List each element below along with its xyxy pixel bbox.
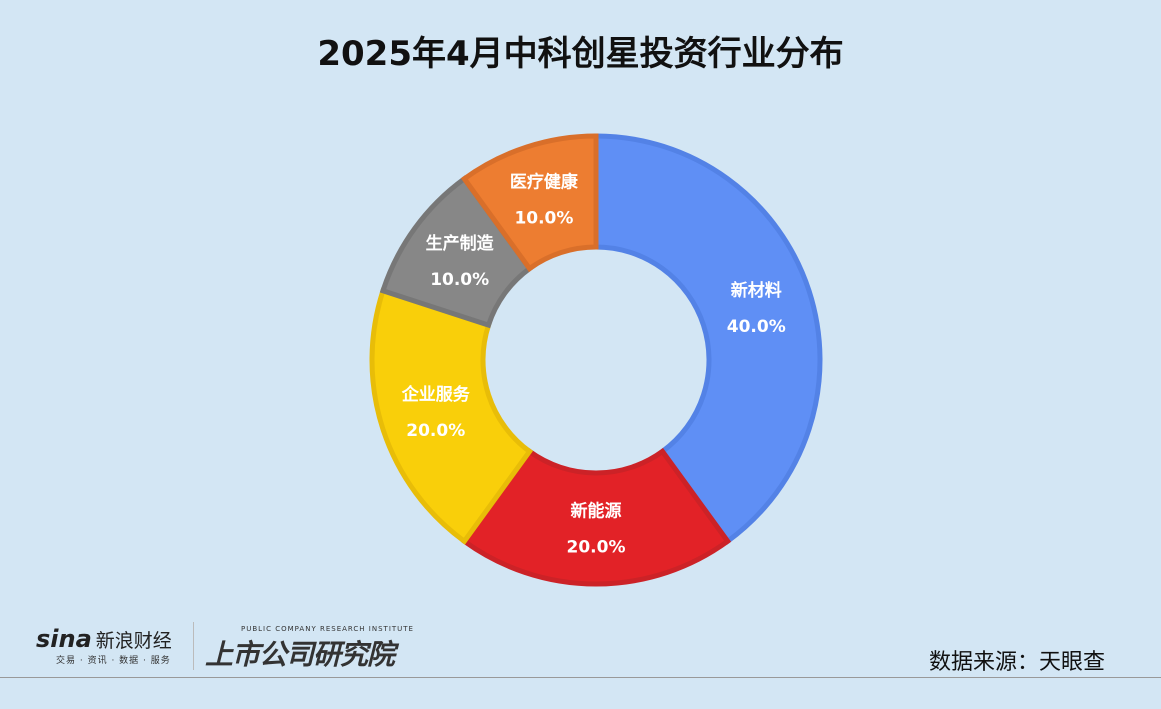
slice-percent-label: 40.0%	[727, 317, 786, 337]
slice-category-label: 企业服务	[401, 384, 471, 405]
slice-percent-label: 10.0%	[514, 209, 573, 229]
institute-logo-cn: 上市公司研究院	[205, 638, 395, 671]
chart-title: 2025年4月中科创星投资行业分布	[317, 34, 844, 74]
sina-finance-logo: sina 新浪财经 交易 · 资讯 · 数据 · 服务	[36, 625, 172, 666]
donut-slice-0	[593, 133, 823, 545]
slice-percent-label: 10.0%	[430, 270, 489, 290]
slice-category-label: 医疗健康	[510, 172, 579, 193]
sina-logo-text: sina	[36, 625, 92, 653]
institute-logo-en: PUBLIC COMPANY RESEARCH INSTITUTE	[241, 625, 414, 633]
slice-category-label: 生产制造	[426, 233, 495, 254]
institute-logo: PUBLIC COMPANY RESEARCH INSTITUTE 上市公司研究…	[205, 625, 414, 673]
sina-logo-cn: 新浪财经	[95, 630, 172, 652]
donut-slice-2	[369, 287, 534, 545]
slice-category-label: 新材料	[731, 280, 782, 301]
logo-divider	[193, 622, 194, 670]
slice-percent-label: 20.0%	[406, 421, 465, 441]
data-source: 数据来源：天眼查	[928, 650, 1105, 675]
sina-logo-sub: 交易 · 资讯 · 数据 · 服务	[56, 656, 171, 666]
donut-slice-1	[460, 447, 732, 587]
slice-percent-label: 20.0%	[567, 538, 626, 558]
footer-divider	[0, 677, 1161, 678]
donut-slice-4	[460, 133, 599, 273]
slice-category-label: 新能源	[571, 501, 622, 522]
